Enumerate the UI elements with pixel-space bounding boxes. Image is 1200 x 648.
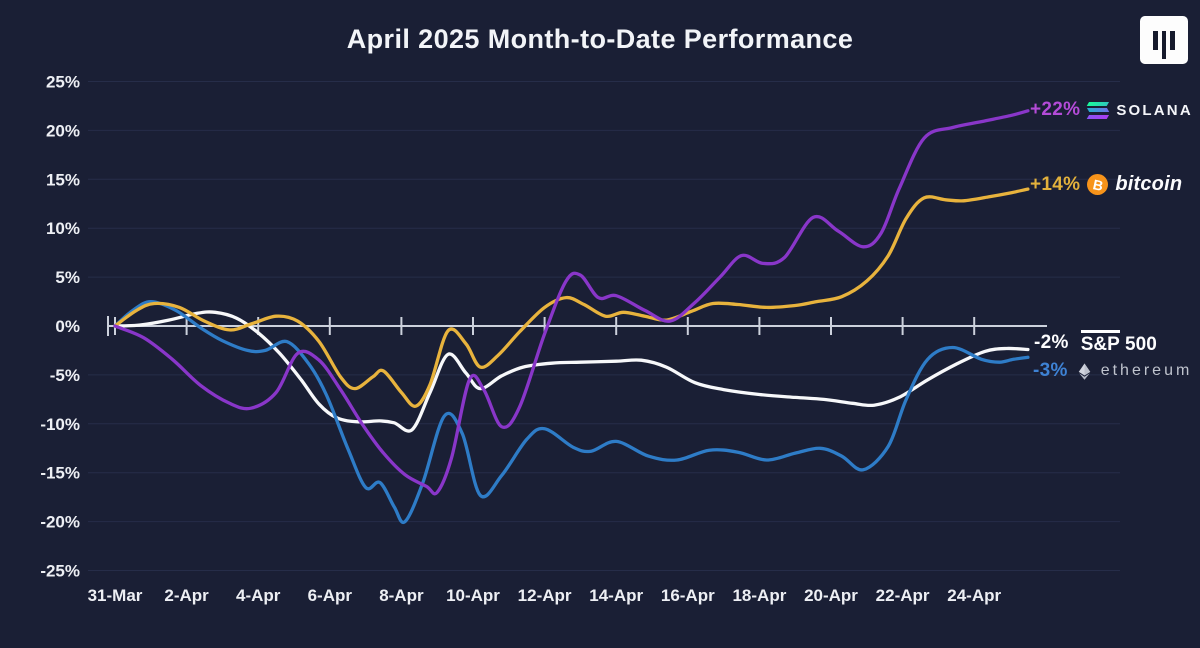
x-axis-label: 12-Apr: [518, 586, 572, 605]
y-axis-label: 5%: [55, 268, 80, 287]
brand-logo-bar: [1161, 31, 1167, 59]
y-axis-label: -10%: [40, 415, 80, 434]
solana-icon: [1087, 100, 1110, 119]
y-axis-label: -15%: [40, 464, 80, 483]
series-line-bitcoin: [113, 187, 1030, 408]
series-line-sp500: [113, 310, 1030, 433]
x-axis-label: 31-Mar: [88, 586, 143, 605]
ethereum-icon: [1078, 363, 1090, 380]
x-axis-label: 2-Apr: [164, 586, 209, 605]
y-axis-label: 15%: [46, 170, 80, 189]
bitcoin-icon: B: [1087, 174, 1109, 195]
brand-logo: [1140, 16, 1188, 64]
x-axis-label: 10-Apr: [446, 586, 500, 605]
x-axis-label: 6-Apr: [308, 586, 353, 605]
ethereum-wordmark: ethereum: [1100, 362, 1193, 379]
legend-bitcoin: +14% B bitcoin: [1030, 173, 1182, 196]
x-axis-label: 4-Apr: [236, 586, 281, 605]
y-axis-label: -20%: [40, 513, 80, 532]
x-axis-label: 18-Apr: [732, 586, 786, 605]
brand-logo-bar: [1153, 31, 1158, 50]
bitcoin-change-value: +14%: [1030, 173, 1081, 195]
sp500-wordmark: S&P 500: [1080, 330, 1157, 356]
legend-solana: +22% SOLANA: [1030, 99, 1193, 121]
y-axis-label: 20%: [46, 121, 80, 140]
chart-title: April 2025 Month-to-Date Performance: [346, 24, 854, 54]
y-axis-label: 0%: [55, 317, 80, 336]
brand-logo-bar: [1170, 31, 1175, 50]
x-axis-label: 22-Apr: [876, 586, 930, 605]
legend-sp500: -2% S&P 500: [1034, 330, 1157, 356]
x-axis-label: 8-Apr: [379, 586, 424, 605]
x-axis-label: 24-Apr: [947, 586, 1001, 605]
y-axis-label: -25%: [40, 562, 80, 581]
y-axis-label: -5%: [50, 366, 80, 385]
legend-ethereum: -3% ethereum: [1033, 360, 1192, 382]
x-axis-label: 16-Apr: [661, 586, 715, 605]
x-axis-label: 14-Apr: [589, 586, 643, 605]
y-axis-label: 10%: [46, 219, 80, 238]
bitcoin-wordmark: bitcoin: [1115, 173, 1183, 195]
y-axis-label: 25%: [46, 73, 80, 92]
series-line-solana: [113, 109, 1030, 496]
x-axis-label: 20-Apr: [804, 586, 858, 605]
series-line-ethereum: [113, 299, 1030, 525]
solana-change-value: +22%: [1030, 99, 1081, 120]
solana-wordmark: SOLANA: [1116, 101, 1193, 119]
ethereum-change-value: -3%: [1033, 360, 1068, 381]
sp500-change-value: -2%: [1034, 332, 1069, 353]
